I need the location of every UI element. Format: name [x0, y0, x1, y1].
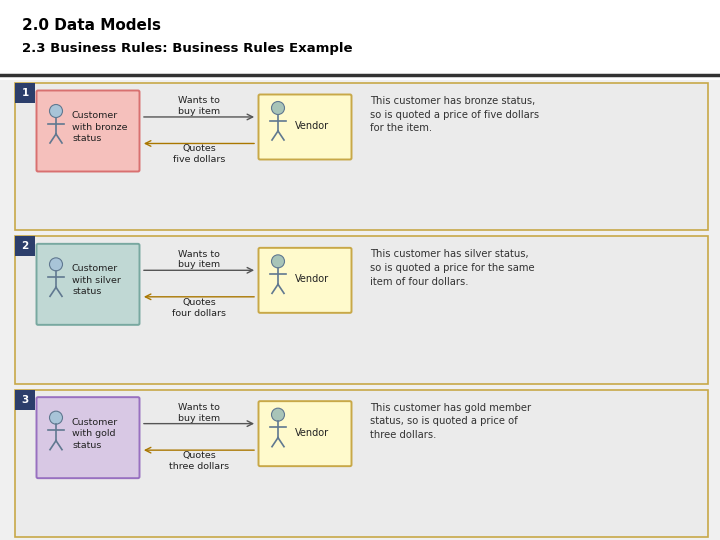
FancyBboxPatch shape [258, 248, 351, 313]
FancyBboxPatch shape [37, 397, 140, 478]
Text: This customer has bronze status,
so is quoted a price of five dollars
for the it: This customer has bronze status, so is q… [370, 96, 539, 133]
Text: 3: 3 [22, 395, 29, 404]
Bar [15, 390, 35, 410]
Text: Customer
with silver
status: Customer with silver status [72, 265, 121, 296]
Bar [15, 237, 708, 383]
Text: 1: 1 [22, 88, 29, 98]
Text: This customer has silver status,
so is quoted a price for the same
item of four : This customer has silver status, so is q… [370, 249, 535, 287]
Bar [0, 0, 720, 80]
Text: Quotes
four dollars: Quotes four dollars [172, 298, 226, 318]
Text: 2: 2 [22, 241, 29, 251]
Circle shape [271, 408, 284, 421]
Text: Vendor: Vendor [295, 121, 329, 131]
FancyBboxPatch shape [258, 401, 351, 466]
Text: Vendor: Vendor [295, 428, 329, 437]
Text: Vendor: Vendor [295, 274, 329, 285]
Circle shape [50, 258, 63, 271]
Text: Wants to
buy item: Wants to buy item [178, 96, 220, 116]
Circle shape [271, 255, 284, 268]
Bar [15, 83, 708, 231]
FancyBboxPatch shape [37, 244, 140, 325]
Text: This customer has gold member
status, so is quoted a price of
three dollars.: This customer has gold member status, so… [370, 403, 531, 440]
FancyBboxPatch shape [258, 94, 351, 159]
FancyBboxPatch shape [37, 91, 140, 172]
Text: Quotes
five dollars: Quotes five dollars [173, 145, 225, 164]
Circle shape [271, 102, 284, 114]
Text: 2.0 Data Models: 2.0 Data Models [22, 18, 161, 33]
Text: Customer
with gold
status: Customer with gold status [72, 418, 118, 450]
Circle shape [50, 105, 63, 118]
Text: Wants to
buy item: Wants to buy item [178, 249, 220, 269]
Circle shape [50, 411, 63, 424]
Text: Quotes
three dollars: Quotes three dollars [169, 451, 229, 471]
Text: Customer
with bronze
status: Customer with bronze status [72, 111, 127, 143]
Bar [15, 237, 35, 256]
Text: 2.3 Business Rules: Business Rules Example: 2.3 Business Rules: Business Rules Examp… [22, 42, 353, 55]
Bar [15, 83, 35, 103]
Text: Wants to
buy item: Wants to buy item [178, 403, 220, 423]
Bar [15, 390, 708, 537]
